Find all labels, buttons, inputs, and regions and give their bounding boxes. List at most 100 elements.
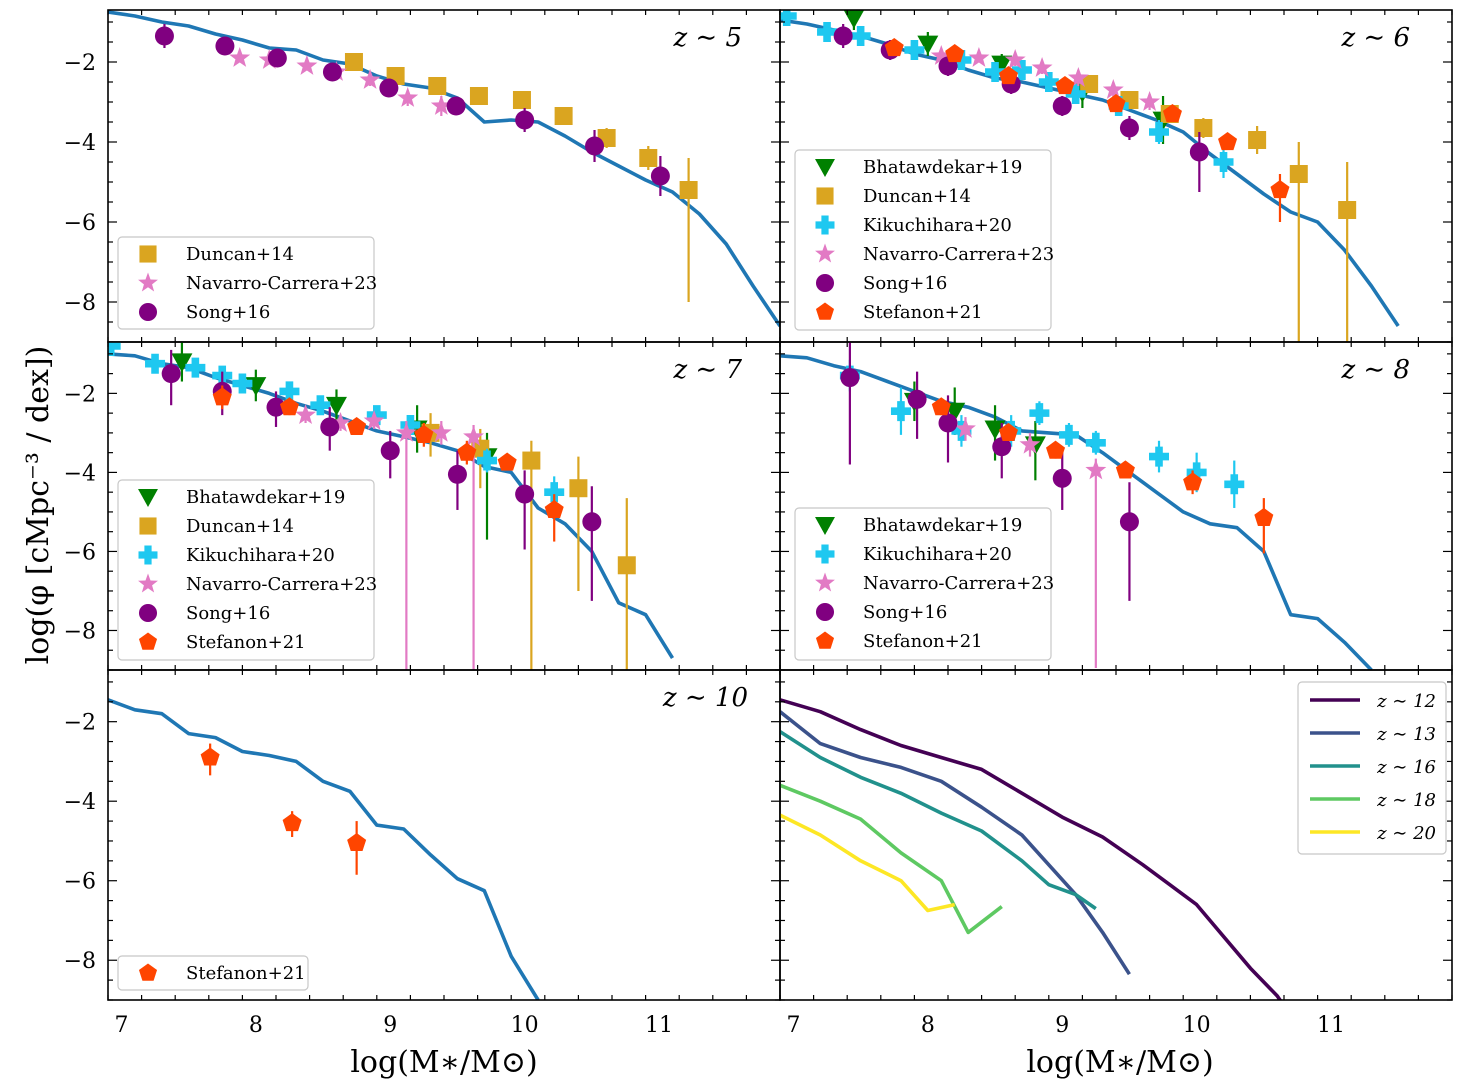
data-point: [992, 437, 1012, 457]
data-point: [1270, 180, 1290, 199]
legend: Bhatawdekar+19 Duncan+14 Kikuchihara+20 Nav…: [117, 479, 377, 661]
ticks: [779, 342, 1453, 671]
legend: Stefanon+21: [117, 955, 309, 991]
series-song-16: [154, 24, 670, 196]
legend-marker: [815, 302, 835, 320]
x-tick-label: 11: [1317, 1013, 1345, 1038]
data-point: [850, 26, 871, 46]
x-axis-label-left: log(M∗/M⊙): [350, 1045, 537, 1080]
data-point: [1052, 468, 1072, 488]
data-point: [320, 417, 340, 437]
legend-entry: Duncan+14: [186, 244, 294, 265]
x-tick-label: 7: [786, 1013, 800, 1038]
data-point: [945, 44, 965, 63]
y-tick-label: −6: [64, 211, 96, 236]
data-point: [1102, 79, 1124, 99]
data-point: [1289, 165, 1308, 183]
x-tick-label: 7: [114, 1013, 128, 1038]
legend-box: [794, 507, 1052, 661]
line-z-16: [780, 730, 1097, 911]
data-point: [1058, 424, 1079, 445]
data-point: [267, 48, 287, 68]
plot-area-z5: [108, 10, 780, 328]
data-point: [344, 53, 363, 71]
data-point: [998, 422, 1018, 441]
data-point: [347, 832, 367, 852]
x-tick-label: 9: [1055, 1013, 1069, 1038]
legend-box: [117, 955, 309, 991]
data-point: [379, 78, 399, 98]
data-point: [1115, 460, 1135, 479]
x-axis-label-right: log(M∗/M⊙): [1026, 1045, 1213, 1080]
legend-box: [117, 236, 375, 330]
data-point: [585, 136, 605, 156]
data-point: [1139, 91, 1161, 111]
legend-box: [1297, 681, 1447, 855]
data-point: [617, 556, 636, 575]
plot-area-zhigh: [780, 698, 1283, 1000]
data-point: [1119, 512, 1139, 532]
y-tick-label: −4: [64, 461, 96, 486]
series-song-16: [840, 342, 1139, 601]
data-point: [154, 26, 174, 46]
series-navarro-carrera-23: [295, 404, 485, 670]
data-point: [295, 404, 317, 425]
data-point: [1218, 132, 1238, 151]
data-point: [322, 62, 342, 82]
y-tick-label: −6: [64, 870, 96, 895]
panel-label: z ∼ 6: [1340, 23, 1410, 53]
legend-marker: [815, 517, 835, 535]
data-point: [1254, 507, 1274, 526]
legend-marker: [815, 243, 835, 263]
data-point: [395, 421, 417, 442]
legend-entry: Kikuchihara+20: [186, 545, 335, 566]
panel-frame: [107, 669, 781, 1001]
legend-entry: z ∼ 13: [1376, 724, 1436, 745]
data-point: [1085, 432, 1106, 453]
data-point: [931, 397, 951, 416]
plot-area-z6: [780, 10, 1400, 342]
legend-box: [117, 479, 375, 661]
data-point: [325, 396, 347, 416]
data-point: [833, 26, 853, 46]
data-point: [984, 420, 1006, 440]
y-tick-label: −2: [64, 51, 96, 76]
data-point: [447, 464, 467, 484]
data-point: [279, 397, 299, 416]
plot-area-z10: [108, 698, 540, 1000]
data-point: [955, 417, 976, 438]
legend-entry: Bhatawdekar+19: [863, 515, 1022, 536]
legend-entry: Bhatawdekar+19: [863, 157, 1022, 178]
data-point: [998, 66, 1018, 85]
data-point: [1085, 459, 1107, 480]
data-point: [232, 373, 253, 394]
panel-label: z ∼ 8: [1340, 355, 1410, 385]
data-point: [366, 405, 387, 426]
panel-label: z ∼ 5: [672, 23, 742, 53]
data-point: [1213, 152, 1234, 172]
data-point: [515, 110, 535, 130]
legend-entry: Navarro-Carrera+23: [863, 244, 1054, 265]
data-point: [212, 387, 232, 406]
y-tick-label: −8: [64, 619, 96, 644]
data-point: [457, 442, 477, 461]
line-z-12: [780, 698, 1283, 1000]
legend-entry: Stefanon+21: [186, 963, 306, 984]
panel-z6: z ∼ 6 Bhatawdekar+19 Duncan+14 Kikuchihara+…: [779, 9, 1453, 343]
legend-entry: Song+16: [863, 273, 947, 294]
data-point: [968, 47, 990, 67]
legend-marker: [138, 302, 158, 322]
data-point: [171, 353, 193, 373]
data-point: [1067, 67, 1089, 87]
data-point: [430, 95, 452, 115]
data-point: [512, 91, 531, 109]
data-point: [266, 397, 286, 417]
data-point: [282, 813, 302, 832]
data-point: [544, 482, 565, 503]
legend-entry: Kikuchihara+20: [863, 544, 1012, 565]
data-point: [544, 499, 564, 519]
data-point: [1031, 57, 1053, 77]
data-point: [1046, 440, 1066, 459]
legend-entry: Stefanon+21: [863, 302, 983, 323]
legend-entry: Stefanon+21: [186, 632, 306, 653]
